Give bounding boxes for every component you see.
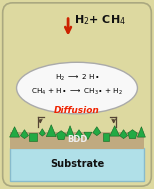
Text: H$_2$ $\longrightarrow$ 2 H$\bullet$: H$_2$ $\longrightarrow$ 2 H$\bullet$ bbox=[55, 73, 99, 83]
Polygon shape bbox=[20, 130, 28, 139]
Text: Diffusion: Diffusion bbox=[54, 106, 100, 115]
Polygon shape bbox=[56, 131, 66, 140]
Text: Substrate: Substrate bbox=[50, 159, 104, 169]
Polygon shape bbox=[138, 127, 145, 137]
Text: CH$_4$ + H$\bullet$ $\longrightarrow$ CH$_3$$\bullet$ + H$_2$: CH$_4$ + H$\bullet$ $\longrightarrow$ CH… bbox=[31, 87, 123, 97]
Polygon shape bbox=[93, 127, 101, 136]
Ellipse shape bbox=[16, 62, 138, 114]
Polygon shape bbox=[110, 126, 120, 136]
Polygon shape bbox=[84, 132, 92, 140]
Bar bbox=[103, 133, 109, 141]
Polygon shape bbox=[46, 125, 56, 137]
Polygon shape bbox=[10, 127, 20, 137]
Bar bbox=[10, 132, 144, 149]
Polygon shape bbox=[120, 130, 128, 139]
Bar bbox=[29, 133, 37, 141]
FancyBboxPatch shape bbox=[3, 3, 151, 186]
Text: H$_2$+ CH$_4$: H$_2$+ CH$_4$ bbox=[74, 13, 126, 27]
Text: BDD: BDD bbox=[67, 135, 87, 144]
Polygon shape bbox=[128, 130, 137, 139]
Polygon shape bbox=[39, 129, 45, 136]
Polygon shape bbox=[75, 130, 83, 139]
FancyBboxPatch shape bbox=[10, 148, 144, 181]
Polygon shape bbox=[66, 126, 74, 136]
